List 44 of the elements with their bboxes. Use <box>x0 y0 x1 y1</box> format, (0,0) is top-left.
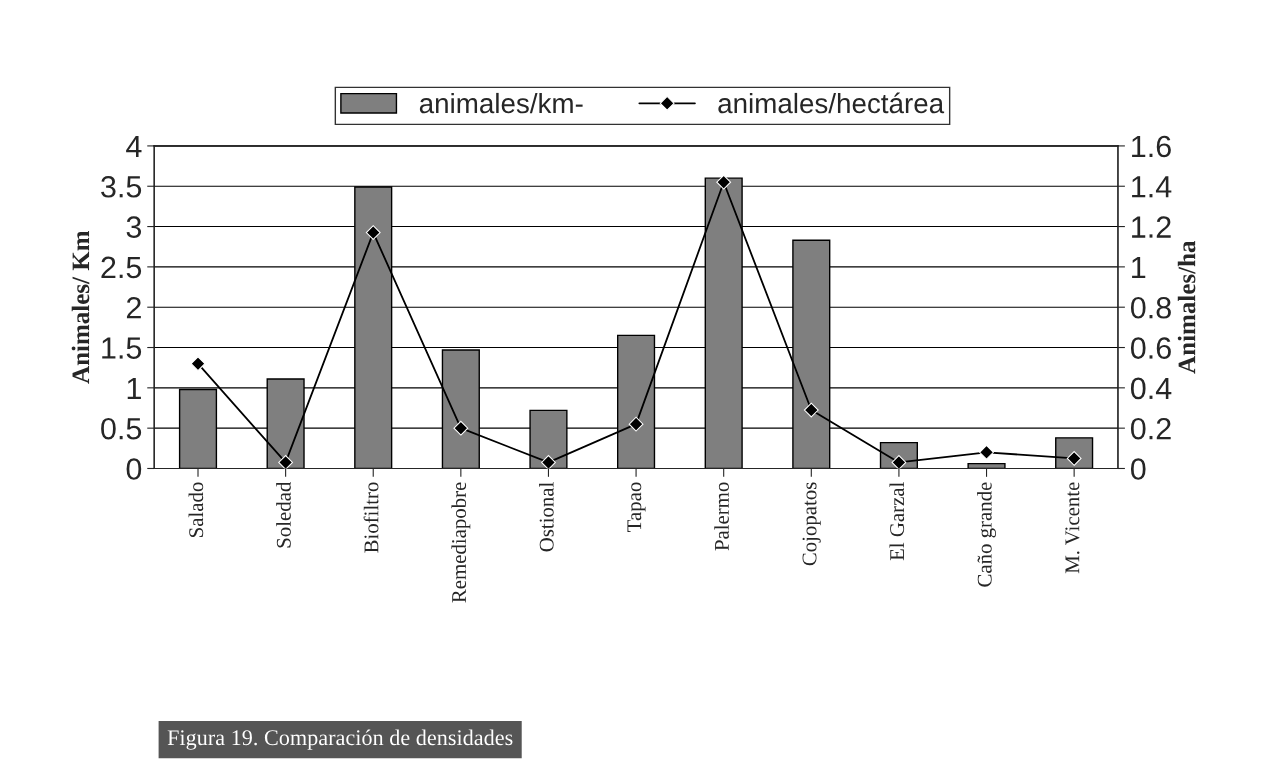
point <box>716 174 732 190</box>
y-tick-label: 1.5 <box>102 337 142 359</box>
y-tick-label: 0.5 <box>101 417 142 440</box>
x-tick-label: Soledad <box>276 481 291 548</box>
x-tick-label: Biofiltro <box>363 482 379 553</box>
y2-tick-label: 1.4 <box>1132 176 1172 198</box>
x-tick-label: Caño grande <box>977 482 997 587</box>
y-tick-label: 3 <box>126 216 142 238</box>
y2-tick-label: 1 <box>1132 256 1146 278</box>
x-tick-label: Remediapobre <box>451 482 471 603</box>
bar <box>967 462 1006 469</box>
y-tick-label: 0 <box>126 458 142 480</box>
text: Figura 19. Comparación de densidades <box>167 729 513 750</box>
y2-tick-label: 1.2 <box>1132 216 1171 238</box>
point <box>278 455 294 469</box>
x-tick-label: Ostional <box>539 482 554 552</box>
x-tick-label: Tapao <box>627 482 646 532</box>
point <box>365 225 381 240</box>
legend-label: animales/km- <box>419 92 583 114</box>
point <box>453 420 469 436</box>
y2-tick-label: 1.6 <box>1132 135 1171 158</box>
x-tick-label: El Garzal <box>889 482 905 561</box>
point <box>803 402 819 418</box>
y-tick-label: 4 <box>126 135 142 157</box>
y2-tick-label: 0.8 <box>1130 296 1171 319</box>
y-axis-title: Animales/ Km <box>71 230 90 384</box>
x-tick-label: M. Vicente <box>1065 482 1080 574</box>
y-tick-label: 2 <box>126 296 141 319</box>
y-tick-label: 1 <box>127 377 141 399</box>
y2-tick-label: 0.2 <box>1130 417 1171 440</box>
point <box>190 356 206 372</box>
y2-tick-label: 0 <box>1130 458 1146 480</box>
point <box>541 455 556 469</box>
point <box>979 444 994 460</box>
y2-tick-label: 0.4 <box>1130 377 1172 400</box>
legend-label: animales/hectárea <box>718 92 945 114</box>
y2-axis-title: Animales/ha <box>1177 240 1196 374</box>
point <box>628 416 644 432</box>
x-tick-label: Cojopatos <box>802 482 821 566</box>
x-tick-label: Salado <box>188 482 204 537</box>
y2-tick-label: 0.6 <box>1130 337 1171 359</box>
x-tick-label: Palermo <box>714 482 729 551</box>
y-tick-label: 2.5 <box>101 256 142 279</box>
y-tick-label: 3.5 <box>101 175 142 198</box>
